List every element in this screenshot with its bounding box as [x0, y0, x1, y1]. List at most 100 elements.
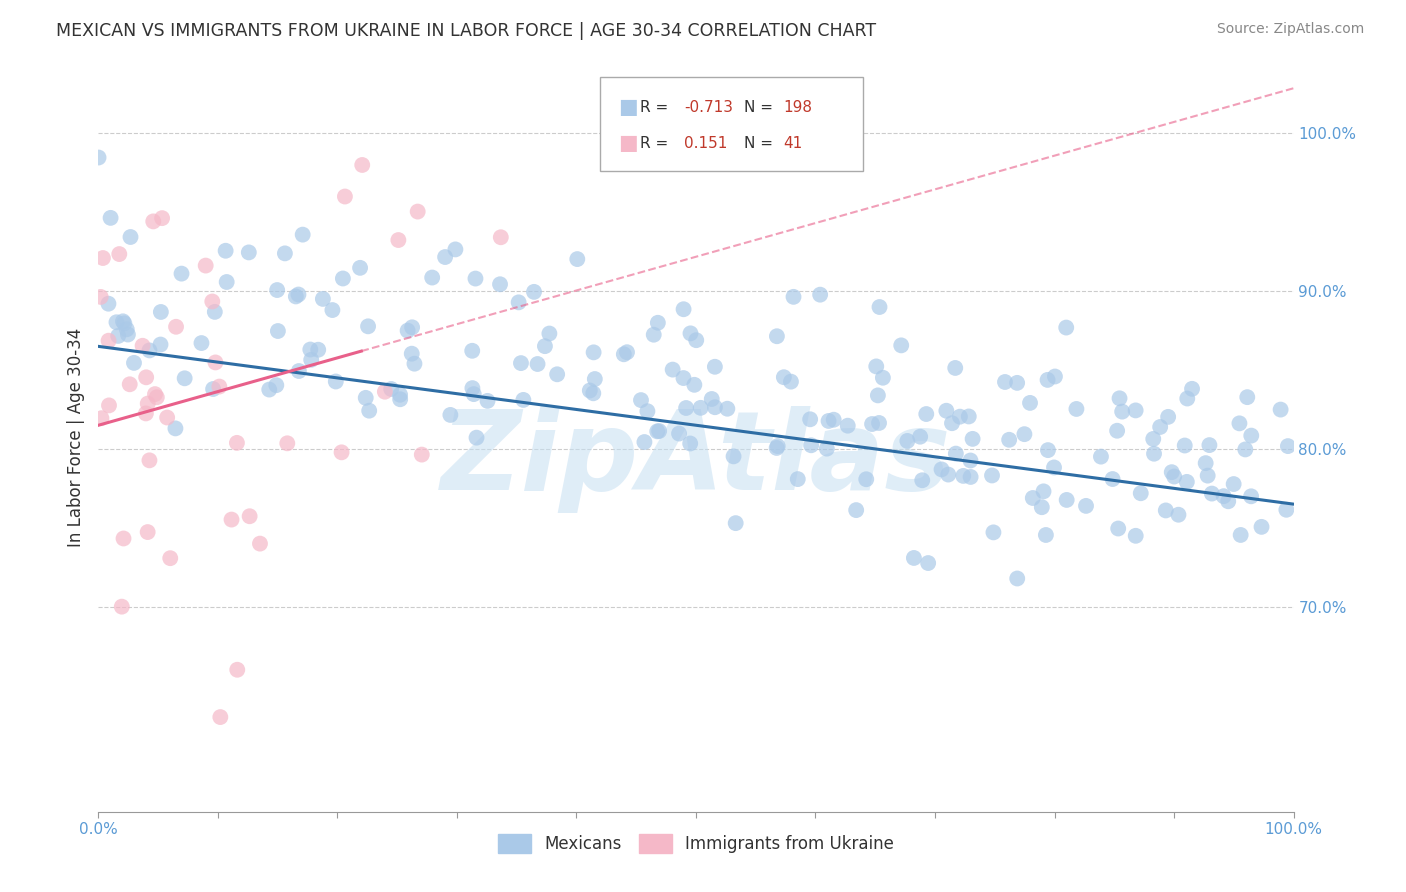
Point	[208, 379, 231, 393]
Point	[1236, 390, 1258, 404]
Point	[508, 295, 530, 310]
Point	[389, 392, 412, 407]
Point	[406, 204, 429, 219]
Point	[288, 364, 311, 378]
Point	[823, 413, 845, 427]
Point	[1195, 456, 1218, 470]
Point	[998, 433, 1021, 447]
Point	[538, 326, 561, 341]
Point	[209, 710, 232, 724]
Point	[1175, 475, 1198, 489]
Point	[204, 305, 226, 319]
Point	[917, 556, 939, 570]
Point	[855, 472, 877, 486]
Point	[118, 377, 141, 392]
Point	[389, 388, 412, 402]
Point	[156, 410, 179, 425]
Point	[249, 536, 271, 550]
Point	[1056, 492, 1078, 507]
Point	[489, 277, 512, 292]
Point	[1222, 477, 1244, 491]
Point	[765, 441, 787, 455]
Point	[943, 360, 966, 375]
Point	[869, 300, 891, 314]
Point	[165, 421, 187, 435]
Point	[489, 230, 512, 244]
Point	[685, 333, 707, 347]
Point	[582, 386, 605, 401]
Point	[332, 271, 354, 285]
Point	[1229, 417, 1251, 431]
Point	[90, 411, 112, 425]
Point	[773, 370, 796, 384]
Point	[100, 211, 122, 225]
Point	[915, 407, 938, 421]
Point	[931, 462, 953, 476]
Point	[239, 509, 262, 524]
Point	[1129, 486, 1152, 500]
Point	[936, 467, 959, 482]
Point	[90, 290, 112, 304]
Point	[808, 287, 831, 301]
Point	[112, 532, 135, 546]
Point	[380, 382, 402, 396]
Point	[396, 324, 419, 338]
Point	[959, 470, 981, 484]
Text: Source: ZipAtlas.com: Source: ZipAtlas.com	[1216, 22, 1364, 37]
Point	[800, 438, 823, 452]
Point	[1101, 472, 1123, 486]
Point	[1143, 447, 1166, 461]
Point	[401, 347, 423, 361]
Point	[866, 388, 889, 402]
Point	[994, 375, 1017, 389]
Point	[91, 251, 114, 265]
Point	[374, 384, 396, 399]
Point	[112, 317, 135, 331]
Point	[1005, 376, 1028, 390]
Point	[352, 158, 374, 172]
Text: R =: R =	[640, 136, 668, 151]
Point	[672, 302, 695, 317]
Point	[135, 406, 157, 420]
Point	[723, 450, 745, 464]
Point	[444, 243, 467, 257]
Point	[1275, 502, 1298, 516]
Point	[201, 294, 224, 309]
Point	[299, 343, 322, 357]
Point	[1149, 420, 1171, 434]
Point	[259, 383, 281, 397]
Point	[1163, 469, 1185, 483]
Point	[780, 375, 803, 389]
Point	[111, 599, 134, 614]
Point	[1043, 460, 1066, 475]
Point	[276, 436, 298, 450]
Point	[434, 250, 457, 264]
Point	[1229, 528, 1251, 542]
Point	[1054, 320, 1077, 334]
Point	[679, 326, 702, 341]
Point	[903, 551, 925, 566]
Point	[1043, 369, 1066, 384]
Point	[202, 382, 225, 396]
Point	[107, 329, 129, 343]
Point	[146, 390, 169, 404]
Point	[647, 316, 669, 330]
Point	[1198, 438, 1220, 452]
Point	[983, 525, 1005, 540]
Point	[135, 370, 157, 384]
Point	[357, 319, 380, 334]
Point	[226, 435, 249, 450]
Point	[668, 426, 690, 441]
Point	[583, 372, 606, 386]
Point	[111, 314, 134, 328]
Point	[512, 392, 534, 407]
Point	[142, 214, 165, 228]
Point	[461, 381, 484, 395]
Text: MEXICAN VS IMMIGRANTS FROM UKRAINE IN LABOR FORCE | AGE 30-34 CORRELATION CHART: MEXICAN VS IMMIGRANTS FROM UKRAINE IN LA…	[56, 22, 876, 40]
Point	[97, 296, 120, 310]
Text: ■: ■	[619, 133, 638, 153]
Text: 0.151: 0.151	[685, 136, 727, 151]
Point	[1036, 373, 1059, 387]
Point	[359, 403, 381, 417]
Text: R =: R =	[640, 100, 668, 114]
